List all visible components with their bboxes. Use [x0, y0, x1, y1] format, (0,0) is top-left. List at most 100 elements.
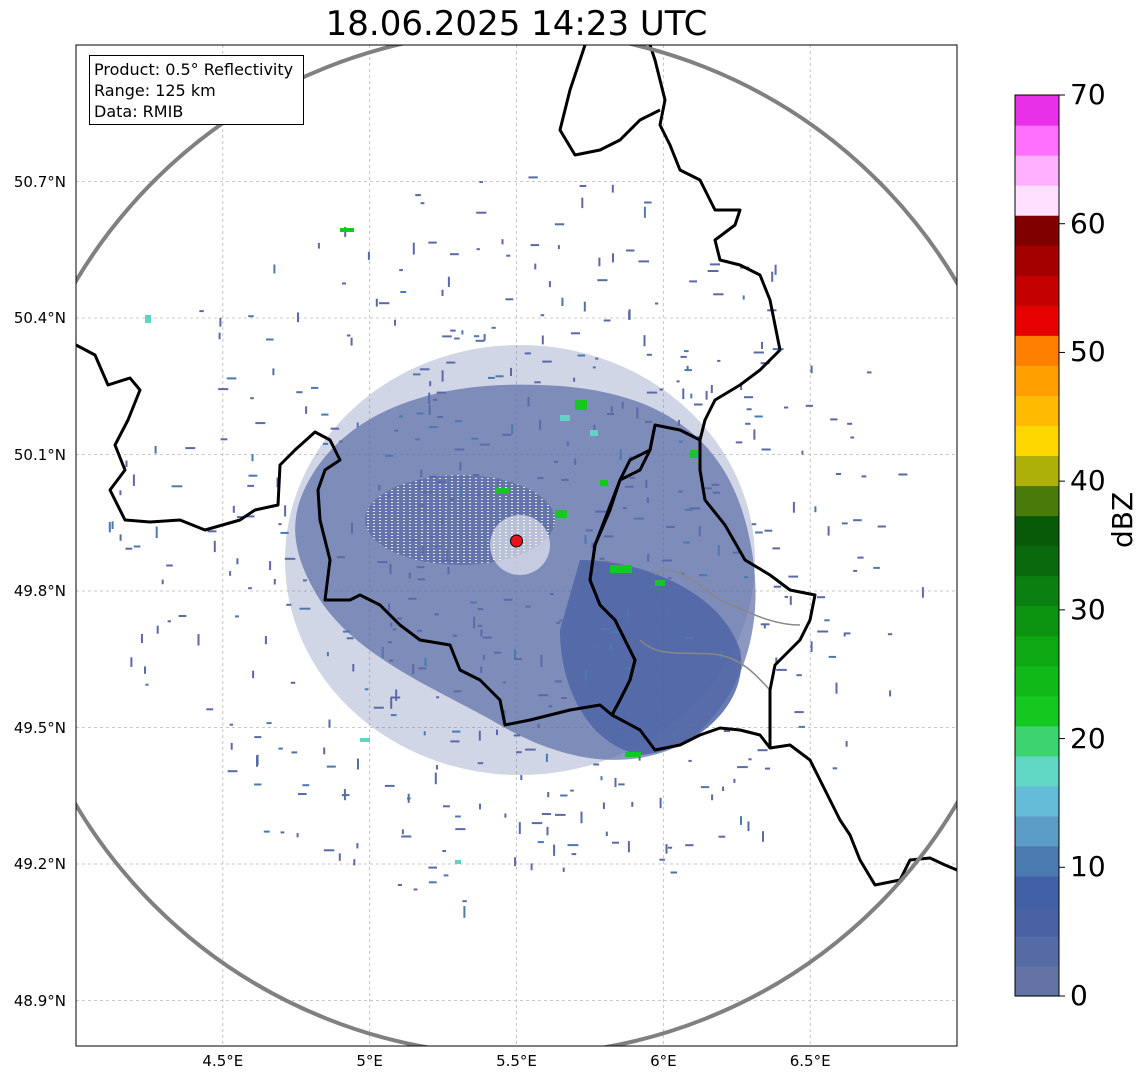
echo-pixel [470, 601, 477, 604]
colorbar-segment [1015, 125, 1059, 156]
echo-pixel [248, 474, 258, 477]
echo-pixel [482, 636, 492, 639]
colorbar-segment [1015, 905, 1059, 937]
echo-pixel [714, 689, 718, 691]
echo-pixel [762, 831, 764, 842]
echo-pixel [525, 748, 536, 751]
echo-pixel [408, 597, 417, 600]
echo-pixel [877, 525, 886, 528]
echo-pixel [710, 385, 713, 393]
echo-pixel [229, 723, 233, 726]
colorbar-tick-label: 20 [1070, 721, 1106, 755]
echo-pixel [584, 534, 587, 544]
echo-pixel [166, 564, 173, 567]
echo-pixel [133, 545, 141, 548]
echo-pixel [357, 758, 359, 770]
echo-pixel [612, 631, 620, 634]
echo-pixel [857, 556, 864, 559]
echo-pixel [607, 413, 614, 416]
echo-pixel [273, 264, 276, 274]
echo-pixel [387, 641, 392, 644]
echo-pixel [394, 319, 396, 326]
echo-pixel [794, 711, 804, 714]
echo-pixel [556, 621, 561, 624]
echo-pixel [561, 478, 569, 481]
echo-pixel [397, 884, 402, 886]
echo-pixel [631, 801, 634, 807]
echo-pixel [688, 759, 692, 762]
echo-pixel [554, 223, 565, 226]
echo-pixel [206, 708, 214, 711]
echo-pixel [698, 574, 708, 577]
echo-pixel [659, 797, 662, 809]
echo-pixel [775, 657, 778, 663]
echo-pixel [433, 545, 442, 548]
echo-pixel [645, 479, 648, 488]
echo-pixel [624, 640, 635, 643]
echo-pixel [584, 669, 587, 681]
colorbar-segment [1015, 875, 1059, 907]
echo-pixel [810, 365, 813, 374]
echo-pixel [689, 280, 697, 283]
echo-pixel [817, 596, 826, 599]
colorbar-segment [1015, 245, 1059, 276]
echo-pixel [442, 335, 452, 338]
echo-pixel [471, 437, 479, 440]
echo-pixel [473, 474, 480, 476]
colorbar-segment [1015, 515, 1059, 547]
echo-pixel [618, 730, 624, 733]
colorbar-segment [1015, 485, 1059, 517]
echo-pixel [446, 550, 449, 561]
echo-pixel [305, 406, 308, 414]
echo-pixel [619, 617, 630, 620]
echo-pixel [356, 422, 359, 428]
echo-pixel [873, 566, 880, 569]
echo-pixel [861, 475, 867, 478]
echo-pixel [690, 393, 693, 399]
echo-pixel [218, 332, 221, 340]
echo-pixel [772, 547, 780, 550]
echo-pixel [428, 241, 437, 244]
echo-pixel [524, 352, 531, 355]
echo-pixel [612, 253, 614, 263]
echo-pixel [570, 332, 580, 335]
radar-echo-field [76, 45, 957, 918]
echo-pixel [488, 376, 495, 379]
echo-pixel [574, 458, 577, 465]
echo-pixel [381, 646, 384, 658]
echo-pixel [269, 561, 272, 571]
echo-pixel [450, 253, 459, 256]
echo-pixel [591, 648, 594, 655]
echo-pixel [434, 772, 437, 785]
echo-pixel [494, 651, 502, 654]
colorbar-segment [1015, 215, 1059, 246]
echo-pixel [132, 474, 135, 486]
echo-pixel [296, 391, 303, 394]
echo-pixel [437, 416, 443, 418]
echo-pixel [229, 571, 232, 576]
echo-pixel [817, 630, 829, 633]
echo-pixel [514, 658, 522, 661]
info-product: Product: 0.5° Reflectivity [94, 60, 294, 79]
echo-pixel [732, 551, 740, 554]
echo-pixel [632, 606, 644, 609]
echo-pixel [761, 448, 771, 451]
echo-pixel [598, 257, 601, 267]
echo-pixel [727, 663, 730, 669]
echo-pixel [476, 211, 487, 214]
echo-pixel [213, 540, 216, 553]
echo-pixel [441, 370, 444, 382]
echo-pixel [643, 335, 646, 347]
echo-pixel [218, 388, 229, 391]
echo-pixel [678, 440, 683, 443]
echo-pixel [264, 636, 267, 645]
echo-pixel [567, 844, 579, 847]
echo-pixel [390, 697, 393, 709]
echo-pixel [252, 670, 255, 679]
echo-pixel [630, 637, 633, 643]
echo-pixel [711, 483, 720, 486]
echo-pixel [528, 176, 538, 179]
echo-pixel [428, 405, 431, 415]
echo-pixel [610, 406, 613, 413]
echo-pixel [232, 505, 235, 513]
